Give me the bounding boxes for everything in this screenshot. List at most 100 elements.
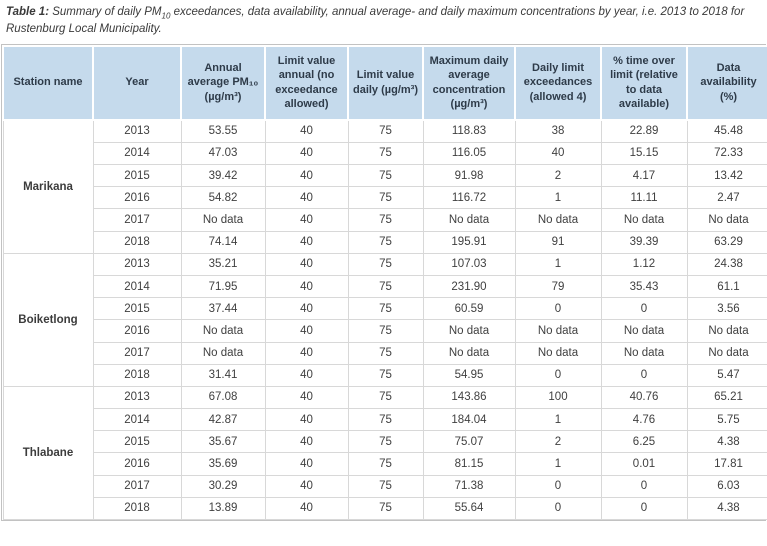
value-cell: No data — [600, 208, 688, 232]
table-row: 2017 No data 40 75 No data No data No data No d… — [3, 208, 767, 232]
value-cell: 11.11 — [600, 186, 688, 210]
value-cell: 91 — [514, 230, 602, 254]
year-cell: 2017 — [92, 341, 182, 365]
value-cell: 30.29 — [180, 474, 266, 498]
value-cell: 75 — [347, 297, 424, 321]
column-header-limit-daily: Limit value daily (µg/m³) — [347, 44, 424, 121]
value-cell: 5.75 — [686, 408, 767, 432]
table-row: 2017 No data 40 75 No data No data No data No d… — [3, 341, 767, 365]
value-cell: 54.95 — [422, 363, 516, 387]
value-cell: 17.81 — [686, 452, 767, 476]
value-cell: 40 — [264, 341, 349, 365]
value-cell: 40 — [264, 141, 349, 166]
value-cell: 40 — [264, 208, 349, 232]
value-cell: 1 — [514, 252, 602, 276]
value-cell: 55.64 — [422, 496, 516, 521]
value-cell: 143.86 — [422, 385, 516, 410]
value-cell: 75 — [347, 141, 424, 166]
table-row: Marikana 2013 53.55 40 75 118.83 38 22.89 45.48 — [2, 119, 767, 254]
column-header-annual-average: Annual average PM₁₀ (µg/m³) — [180, 44, 266, 121]
value-cell: 35.43 — [600, 274, 688, 299]
year-cell: 2016 — [92, 186, 182, 210]
value-cell: No data — [686, 341, 767, 365]
value-cell: 45.48 — [686, 119, 767, 143]
value-cell: No data — [180, 208, 266, 232]
value-cell: 15.15 — [600, 141, 688, 166]
column-header-pct-time-over-limit: % time over limit (relative to data avai… — [600, 44, 688, 121]
value-cell: 75 — [347, 119, 424, 143]
value-cell: 75 — [347, 163, 424, 188]
value-cell: 72.33 — [686, 141, 767, 166]
value-cell: 65.21 — [686, 385, 767, 410]
value-cell: 116.72 — [422, 186, 516, 210]
value-cell: 231.90 — [422, 274, 516, 299]
value-cell: 81.15 — [422, 452, 516, 476]
value-cell: 75 — [347, 474, 424, 498]
year-cell: 2018 — [92, 230, 182, 254]
value-cell: 40 — [264, 385, 349, 410]
value-cell: No data — [422, 341, 516, 365]
year-cell: 2013 — [92, 119, 182, 143]
table-row: 2015 35.67 40 75 75.07 2 6.25 4.38 — [3, 430, 767, 454]
value-cell: No data — [600, 319, 688, 343]
caption-text-after-sub: exceedances, data availability, annual a… — [6, 6, 745, 35]
column-header-data-availability: Data availability (%) — [686, 44, 767, 121]
value-cell: 75 — [347, 430, 424, 454]
value-cell: 195.91 — [422, 230, 516, 254]
value-cell: 40 — [514, 141, 602, 166]
value-cell: 37.44 — [180, 297, 266, 321]
value-cell: 54.82 — [180, 186, 266, 210]
year-cell: 2013 — [92, 252, 182, 276]
value-cell: No data — [180, 319, 266, 343]
value-cell: 74.14 — [180, 230, 266, 254]
value-cell: No data — [514, 319, 602, 343]
value-cell: No data — [422, 208, 516, 232]
year-cell: 2015 — [92, 430, 182, 454]
value-cell: 0 — [600, 496, 688, 521]
table-row: 2018 13.89 40 75 55.64 0 0 4.38 — [3, 496, 767, 521]
value-cell: 107.03 — [422, 252, 516, 276]
year-cell: 2015 — [92, 163, 182, 188]
column-header-year: Year — [92, 44, 182, 121]
value-cell: 75 — [347, 408, 424, 432]
year-cell: 2017 — [92, 208, 182, 232]
value-cell: 1.12 — [600, 252, 688, 276]
value-cell: 40 — [264, 186, 349, 210]
table-row: Thlabane 2013 67.08 40 75 143.86 100 40.76 65.21 — [2, 385, 767, 521]
value-cell: 75 — [347, 496, 424, 521]
year-cell: 2018 — [92, 363, 182, 387]
value-cell: 0 — [600, 297, 688, 321]
value-cell: 4.76 — [600, 408, 688, 432]
table-row: 2015 39.42 40 75 91.98 2 4.17 13.42 — [3, 163, 767, 188]
value-cell: No data — [422, 319, 516, 343]
value-cell: 75 — [347, 341, 424, 365]
value-cell: 0 — [514, 297, 602, 321]
value-cell: 75 — [347, 363, 424, 387]
value-cell: 75 — [347, 274, 424, 299]
value-cell: 0 — [514, 363, 602, 387]
value-cell: 75 — [347, 452, 424, 476]
value-cell: 91.98 — [422, 163, 516, 188]
value-cell: 75 — [347, 208, 424, 232]
value-cell: 53.55 — [180, 119, 266, 143]
year-cell: 2016 — [92, 319, 182, 343]
value-cell: 4.38 — [686, 496, 767, 521]
value-cell: No data — [686, 319, 767, 343]
value-cell: No data — [514, 208, 602, 232]
value-cell: 2 — [514, 430, 602, 454]
value-cell: No data — [180, 341, 266, 365]
value-cell: 75 — [347, 385, 424, 410]
value-cell: 40 — [264, 319, 349, 343]
table-row: 2017 30.29 40 75 71.38 0 0 6.03 — [3, 474, 767, 498]
year-cell: 2014 — [92, 141, 182, 166]
value-cell: 40 — [264, 230, 349, 254]
value-cell: 1 — [514, 408, 602, 432]
value-cell: 38 — [514, 119, 602, 143]
value-cell: 184.04 — [422, 408, 516, 432]
value-cell: 5.47 — [686, 363, 767, 387]
value-cell: 24.38 — [686, 252, 767, 276]
station-name-cell: Boiketlong — [2, 252, 94, 387]
value-cell: 22.89 — [600, 119, 688, 143]
table-row: 2014 47.03 40 75 116.05 40 15.15 72.33 — [3, 141, 767, 166]
value-cell: 0 — [514, 496, 602, 521]
